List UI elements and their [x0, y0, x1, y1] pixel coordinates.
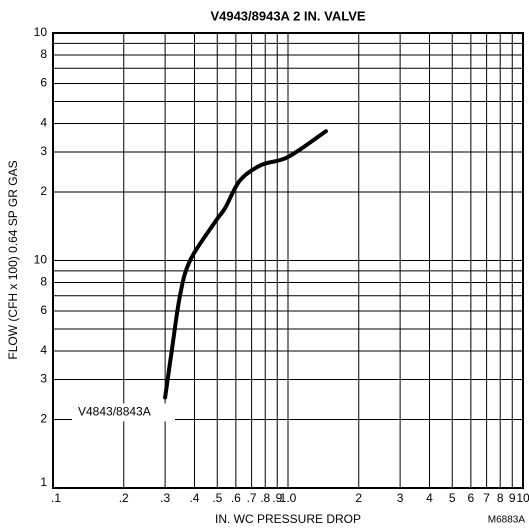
x-tick-label: .9 — [272, 491, 282, 505]
x-tick-label: 6 — [468, 491, 475, 505]
plot-frame — [52, 32, 524, 489]
y-tick-label: 1 — [40, 475, 47, 489]
x-tick-label: .3 — [160, 491, 170, 505]
series-label: V4843/8843A — [78, 405, 151, 419]
x-axis-label: IN. WC PRESSURE DROP — [215, 512, 361, 526]
y-tick-label: 4 — [40, 116, 47, 130]
x-tick-label: 9 — [509, 491, 516, 505]
x-tick-label: .2 — [119, 491, 129, 505]
y-tick-label: 8 — [40, 275, 47, 289]
x-tick-label: 3 — [397, 491, 404, 505]
x-tick-label: 10 — [516, 491, 529, 505]
curve — [163, 129, 328, 400]
y-tick-label: 3 — [40, 372, 47, 386]
x-tick-label: .4 — [189, 491, 199, 505]
y-tick-label: 2 — [40, 412, 47, 426]
x-tick-label: .7 — [247, 491, 257, 505]
label-box — [72, 403, 175, 422]
y-tick-label: 4 — [40, 343, 47, 357]
x-tick-label: .1 — [51, 491, 61, 505]
x-tick-label: 7 — [483, 491, 490, 505]
y-tick-label: 10 — [34, 253, 48, 267]
x-tick-label: .6 — [231, 491, 241, 505]
y-tick-label: 2 — [40, 184, 47, 198]
x-tick-label: 2 — [355, 491, 362, 505]
x-tick-label: .8 — [260, 491, 270, 505]
y-tick-label: 8 — [40, 47, 47, 61]
x-tick-label: 4 — [426, 491, 433, 505]
x-tick-label: 1.0 — [280, 491, 297, 505]
y-tick-label: 6 — [40, 303, 47, 317]
chart-title: V4943/8943A 2 IN. VALVE — [210, 8, 365, 23]
x-tick-label: 5 — [449, 491, 456, 505]
y-tick-label: 10 — [34, 25, 48, 39]
y-tick-label: 6 — [40, 76, 47, 90]
x-tick-label: .5 — [212, 491, 222, 505]
x-tick-label: 8 — [497, 491, 504, 505]
figure-id: M6883A — [488, 515, 526, 526]
y-axis-label: FLOW (CFH x 100) 0.64 SP GR GAS — [6, 160, 20, 359]
y-tick-label: 3 — [40, 144, 47, 158]
